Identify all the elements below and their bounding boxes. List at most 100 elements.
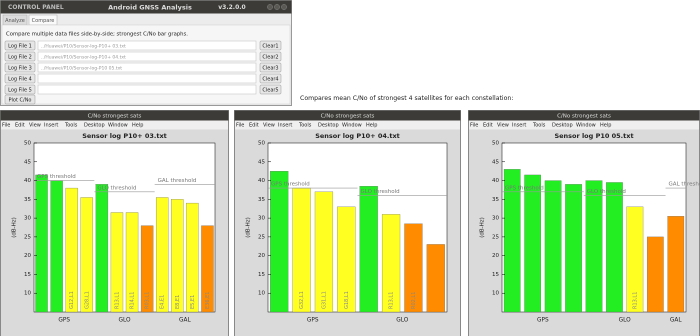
menu-item[interactable]: View bbox=[263, 123, 275, 129]
menu-item[interactable]: Window bbox=[576, 123, 596, 129]
bar bbox=[647, 236, 664, 313]
path-field[interactable] bbox=[37, 62, 257, 73]
menu-item[interactable]: View bbox=[29, 123, 41, 129]
group-label: GLO bbox=[118, 318, 131, 324]
window-button[interactable] bbox=[267, 4, 273, 10]
figure-titlebar bbox=[234, 110, 461, 121]
bar bbox=[626, 206, 644, 313]
y-tick-label: 30 bbox=[258, 216, 265, 222]
app-version: v3.2.0.0 bbox=[218, 4, 245, 11]
bar bbox=[544, 180, 562, 313]
menu-item[interactable]: Edit bbox=[483, 123, 493, 129]
path-field[interactable] bbox=[37, 73, 257, 84]
sat-label: R13,L1 bbox=[114, 292, 120, 309]
menu-item[interactable]: Edit bbox=[15, 123, 25, 129]
file-button[interactable] bbox=[4, 51, 36, 62]
bar bbox=[140, 225, 154, 313]
path-field[interactable] bbox=[37, 40, 257, 51]
path-text: ../Huawei/P10/Sensor-log-P10+ 04.txt bbox=[41, 54, 126, 60]
menu-item[interactable]: Help bbox=[366, 123, 377, 129]
y-tick-label: 10 bbox=[24, 291, 31, 297]
y-tick-label: 20 bbox=[492, 253, 499, 259]
file-button-label: Log File 1 bbox=[8, 43, 32, 49]
y-tick-label: 50 bbox=[24, 141, 31, 147]
menu-item[interactable]: Help bbox=[132, 123, 143, 129]
sat-label: R02,L1 bbox=[411, 292, 417, 309]
menu-item[interactable]: Insert bbox=[278, 123, 292, 129]
plot-button[interactable] bbox=[4, 94, 36, 105]
group-label: GAL bbox=[670, 318, 682, 324]
bar bbox=[125, 212, 139, 313]
y-tick-label: 10 bbox=[258, 291, 265, 297]
menu-item[interactable]: Tools bbox=[532, 123, 546, 129]
bar bbox=[503, 169, 521, 313]
sat-label: R13,L1 bbox=[389, 292, 395, 309]
bar bbox=[381, 214, 401, 313]
group-label: GPS bbox=[58, 318, 70, 324]
file-button[interactable] bbox=[4, 40, 36, 51]
sat-label: E8,E1 bbox=[175, 295, 181, 309]
menu-item[interactable]: Window bbox=[342, 123, 362, 129]
window-button[interactable] bbox=[274, 4, 280, 10]
clear-button[interactable] bbox=[259, 40, 282, 51]
file-button[interactable] bbox=[4, 84, 36, 95]
file-button-label: Log File 4 bbox=[8, 76, 32, 82]
menu-item[interactable]: File bbox=[2, 123, 10, 129]
menu-bar bbox=[1, 120, 228, 130]
clear-button[interactable] bbox=[259, 73, 282, 84]
threshold-label: GPS threshold bbox=[37, 174, 76, 180]
bar bbox=[35, 174, 48, 313]
menu-item[interactable]: Desktop bbox=[552, 123, 573, 129]
y-tick-label: 50 bbox=[492, 141, 499, 147]
sat-label: G12,L1 bbox=[69, 291, 75, 309]
bar bbox=[171, 199, 184, 313]
menu-item[interactable]: Desktop bbox=[318, 123, 339, 129]
instructions: Compare multiple data files side-by-side… bbox=[6, 32, 188, 38]
bar bbox=[524, 174, 541, 313]
menu-item[interactable]: Insert bbox=[512, 123, 526, 129]
path-field[interactable] bbox=[37, 84, 257, 95]
menu-item[interactable]: Tools bbox=[64, 123, 78, 129]
menu-item[interactable]: Window bbox=[108, 123, 128, 129]
sat-label: R13,L1 bbox=[632, 292, 638, 309]
menu-item[interactable]: View bbox=[497, 123, 509, 129]
y-axis-label: (dB-Hz) bbox=[480, 217, 486, 238]
menu-item[interactable]: File bbox=[470, 123, 478, 129]
bar bbox=[585, 180, 603, 313]
bar bbox=[404, 223, 423, 313]
threshold-label: GPS threshold bbox=[271, 182, 310, 188]
menu-item[interactable]: Help bbox=[600, 123, 611, 129]
file-button[interactable] bbox=[4, 62, 36, 73]
y-tick-label: 30 bbox=[24, 216, 31, 222]
file-button[interactable] bbox=[4, 73, 36, 84]
file-button-label: Log File 2 bbox=[8, 54, 32, 60]
menu-item[interactable]: Desktop bbox=[84, 123, 105, 129]
menu-item[interactable]: Tools bbox=[298, 123, 312, 129]
clear-button[interactable] bbox=[259, 62, 282, 73]
plot-button-label: Plot C/No bbox=[9, 97, 32, 103]
axes bbox=[33, 142, 216, 313]
clear-button[interactable] bbox=[259, 84, 282, 95]
bar bbox=[667, 216, 685, 313]
group-label: GAL bbox=[179, 318, 191, 324]
menu-item[interactable]: Edit bbox=[249, 123, 259, 129]
y-tick-label: 20 bbox=[258, 253, 265, 259]
y-tick-label: 15 bbox=[258, 272, 265, 278]
window-button[interactable] bbox=[281, 4, 287, 10]
sat-label: G31,L1 bbox=[321, 291, 327, 309]
clear-button[interactable] bbox=[259, 51, 282, 62]
menu-item[interactable]: Insert bbox=[44, 123, 58, 129]
y-tick-label: 25 bbox=[24, 234, 31, 240]
sat-label: G18,L1 bbox=[344, 291, 350, 309]
clear-button-label: Clear4 bbox=[262, 76, 278, 82]
group-label: GPS bbox=[307, 318, 319, 324]
sat-label: E5,E1 bbox=[190, 295, 196, 309]
y-tick-label: 35 bbox=[492, 197, 499, 203]
y-tick-label: 20 bbox=[24, 253, 31, 259]
panel-titlebar bbox=[0, 0, 292, 14]
sat-label: E36,E1 bbox=[205, 292, 211, 309]
tab-label: Analyze bbox=[5, 18, 25, 24]
menu-item[interactable]: File bbox=[236, 123, 244, 129]
path-field[interactable] bbox=[37, 51, 257, 62]
y-tick-label: 30 bbox=[492, 216, 499, 222]
